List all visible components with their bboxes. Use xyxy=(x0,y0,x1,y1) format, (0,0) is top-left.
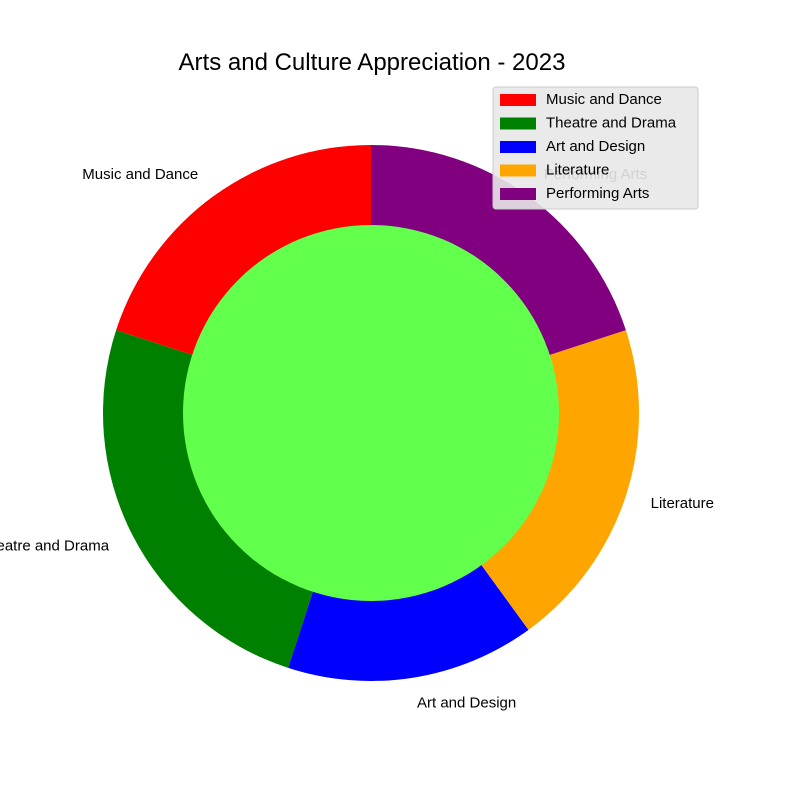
legend-swatch-art-and-design xyxy=(500,141,536,153)
legend: Music and Dance Theatre and Drama Art and … xyxy=(492,86,699,210)
legend-swatch-performing-arts xyxy=(500,188,536,200)
donut-center xyxy=(183,225,559,601)
slice-label-art-and-design: Art and Design xyxy=(417,694,516,711)
slice-label-theatre-and-drama: Theatre and Drama xyxy=(0,537,110,554)
legend-label-literature: Literature xyxy=(546,161,609,178)
legend-label-theatre-and-drama: Theatre and Drama xyxy=(546,114,677,131)
slice-label-music-and-dance: Music and Dance xyxy=(82,166,198,183)
legend-frame xyxy=(492,86,699,210)
legend-label-performing-arts: Performing Arts xyxy=(546,185,649,202)
legend-swatch-music-and-dance xyxy=(500,94,536,106)
legend-label-music-and-dance: Music and Dance xyxy=(546,91,662,108)
legend-swatch-theatre-and-drama xyxy=(500,117,536,130)
slice-label-literature: Literature xyxy=(651,495,714,512)
chart-title: Arts and Culture Appreciation - 2023 xyxy=(179,49,566,76)
legend-label-art-and-design: Art and Design xyxy=(546,138,645,155)
legend-entries: Music and Dance Theatre and Drama Art and … xyxy=(500,91,677,202)
legend-swatch-literature xyxy=(500,164,536,177)
